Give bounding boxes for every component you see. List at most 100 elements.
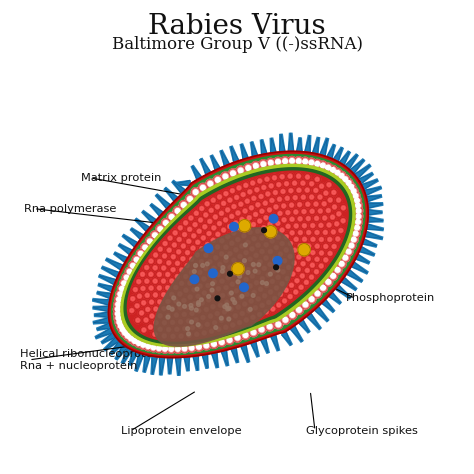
Circle shape (220, 252, 223, 255)
Circle shape (314, 189, 318, 192)
Circle shape (113, 310, 122, 319)
Polygon shape (94, 315, 108, 316)
Circle shape (209, 289, 216, 296)
Circle shape (119, 286, 124, 291)
Polygon shape (346, 155, 357, 169)
Circle shape (260, 250, 264, 253)
Circle shape (297, 229, 304, 236)
Polygon shape (202, 355, 208, 368)
Circle shape (276, 222, 280, 225)
Circle shape (123, 330, 128, 335)
Circle shape (243, 276, 250, 283)
Circle shape (303, 237, 306, 241)
Circle shape (137, 341, 141, 346)
Circle shape (123, 331, 132, 340)
Circle shape (146, 293, 149, 297)
Circle shape (310, 264, 314, 267)
Polygon shape (102, 267, 119, 277)
Polygon shape (173, 182, 183, 192)
Polygon shape (160, 358, 162, 375)
Circle shape (310, 236, 317, 243)
Polygon shape (101, 333, 113, 342)
Circle shape (177, 318, 184, 325)
Circle shape (140, 327, 147, 334)
Polygon shape (130, 352, 136, 365)
Circle shape (324, 258, 328, 262)
Circle shape (173, 243, 176, 247)
Circle shape (297, 308, 301, 312)
Circle shape (134, 288, 137, 292)
Circle shape (298, 244, 310, 256)
Circle shape (184, 221, 187, 225)
Circle shape (198, 205, 205, 212)
Circle shape (337, 171, 346, 180)
Polygon shape (210, 156, 217, 170)
Circle shape (191, 188, 200, 197)
Circle shape (228, 305, 235, 312)
Circle shape (156, 225, 165, 234)
Polygon shape (235, 348, 239, 362)
Circle shape (222, 269, 226, 273)
Polygon shape (114, 253, 126, 261)
Polygon shape (270, 138, 273, 152)
Circle shape (191, 221, 199, 228)
Polygon shape (368, 220, 383, 222)
Polygon shape (221, 352, 227, 366)
Circle shape (307, 217, 310, 220)
Circle shape (356, 214, 361, 219)
Polygon shape (157, 194, 170, 206)
Circle shape (315, 291, 320, 296)
Circle shape (216, 273, 220, 276)
Circle shape (131, 297, 135, 301)
Circle shape (211, 238, 215, 242)
Polygon shape (159, 358, 164, 375)
Circle shape (227, 197, 234, 204)
Circle shape (331, 273, 336, 278)
Circle shape (210, 278, 218, 285)
Polygon shape (115, 253, 127, 262)
Circle shape (339, 229, 343, 232)
Circle shape (125, 267, 134, 276)
Circle shape (219, 340, 224, 345)
Polygon shape (110, 343, 120, 354)
Circle shape (188, 269, 195, 276)
Circle shape (190, 311, 194, 315)
Circle shape (161, 253, 168, 260)
Polygon shape (366, 232, 383, 238)
Circle shape (322, 229, 329, 236)
Circle shape (283, 287, 290, 294)
Circle shape (114, 314, 123, 323)
Circle shape (283, 233, 290, 240)
Circle shape (187, 332, 191, 336)
Circle shape (130, 309, 134, 312)
Polygon shape (261, 340, 268, 353)
Polygon shape (105, 337, 118, 350)
Circle shape (229, 281, 236, 288)
Circle shape (175, 248, 182, 255)
Circle shape (245, 292, 249, 296)
Circle shape (343, 177, 347, 182)
Circle shape (314, 243, 321, 250)
Circle shape (318, 263, 325, 270)
Circle shape (308, 193, 315, 201)
Circle shape (200, 260, 203, 264)
Circle shape (197, 301, 201, 304)
Circle shape (166, 315, 170, 319)
Polygon shape (221, 151, 229, 165)
Circle shape (155, 344, 164, 353)
Polygon shape (271, 336, 278, 351)
Circle shape (273, 265, 278, 270)
Circle shape (261, 265, 268, 272)
Circle shape (251, 162, 260, 171)
Circle shape (328, 252, 332, 255)
Circle shape (188, 255, 195, 263)
Circle shape (257, 325, 266, 334)
Circle shape (224, 192, 228, 195)
Circle shape (181, 257, 185, 261)
Circle shape (332, 230, 335, 234)
Circle shape (299, 244, 302, 247)
Circle shape (209, 269, 217, 278)
Circle shape (268, 197, 275, 204)
Polygon shape (349, 270, 363, 281)
Polygon shape (221, 351, 228, 365)
